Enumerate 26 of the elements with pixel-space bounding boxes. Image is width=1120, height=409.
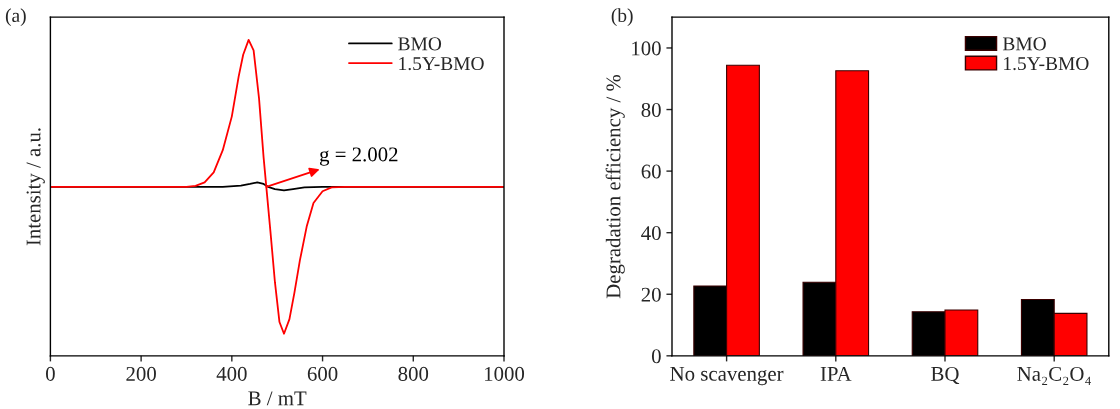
y-tick-label: 20 (641, 287, 661, 302)
y-tick-label: 100 (632, 41, 661, 56)
y-axis-title: Intensity / a.u. (26, 128, 45, 246)
chart-title: (b) (611, 8, 633, 26)
annotation: g = 2.002 (319, 147, 398, 166)
legend-label: BMO (398, 37, 442, 51)
x-tick-label: BQ (931, 366, 960, 385)
y-tick-label: 80 (641, 102, 661, 117)
x-tick-label: 200 (126, 366, 156, 381)
y-tick-label: 40 (641, 226, 661, 241)
x-tick-label: 600 (307, 366, 338, 381)
y-tick-label: 60 (641, 164, 661, 179)
x-tick-label: 400 (216, 366, 247, 381)
x-tick-label: 1000 (485, 366, 525, 381)
x-tick-label: 800 (398, 366, 429, 381)
legend-label: 1.5Y-BMO (1004, 57, 1089, 71)
y-tick-label: 0 (651, 349, 661, 364)
y-axis-title: Degradation efficiency / % (605, 74, 625, 299)
x-axis-title: B / mT (248, 391, 307, 406)
x-tick-label: Na₂C₂O₄ (1017, 366, 1091, 385)
x-tick-label: IPA (820, 366, 852, 381)
legend-label: 1.5Y-BMO (399, 57, 484, 71)
x-tick-label: No scavenger (670, 367, 784, 386)
legend-label: BMO (1002, 37, 1046, 51)
chart-title: (a) (5, 8, 26, 26)
x-tick-label: 0 (45, 366, 55, 381)
